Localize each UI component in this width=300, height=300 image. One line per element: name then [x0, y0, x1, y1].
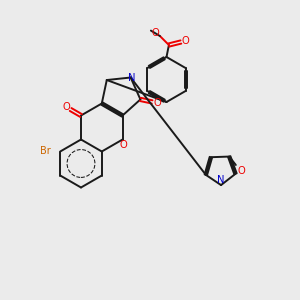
Text: O: O [62, 102, 70, 112]
Text: Br: Br [40, 146, 51, 156]
Text: N: N [217, 175, 225, 185]
Text: O: O [153, 98, 161, 108]
Text: N: N [128, 74, 136, 83]
Text: O: O [120, 140, 127, 150]
Text: O: O [152, 28, 160, 38]
Text: O: O [181, 36, 189, 46]
Text: O: O [237, 167, 245, 176]
